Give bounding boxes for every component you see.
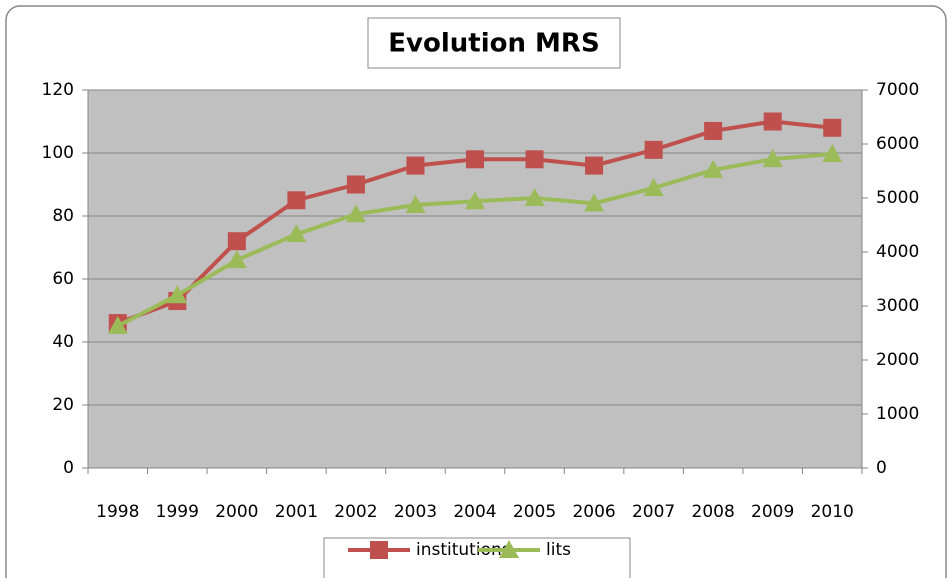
x-tick-label: 2002 <box>334 502 377 522</box>
data-point <box>762 149 783 168</box>
x-tick-label: 2006 <box>572 502 615 522</box>
x-tick-label: 2004 <box>453 502 496 522</box>
x-tick-label: 1999 <box>156 502 199 522</box>
y-tick-label: 120 <box>42 80 74 100</box>
x-tick-label: 2010 <box>811 502 854 522</box>
title-box <box>367 17 621 69</box>
data-point <box>525 150 544 169</box>
data-point <box>822 143 843 162</box>
x-tick-label: 2001 <box>275 502 318 522</box>
data-point <box>763 112 782 131</box>
data-point <box>644 140 663 159</box>
data-point <box>406 156 425 175</box>
y2-tick-label: 7000 <box>876 80 919 100</box>
y2-tick-label: 3000 <box>876 296 919 316</box>
y2-tick-label: 0 <box>876 458 887 478</box>
data-point <box>524 188 545 206</box>
y2-tick-label: 6000 <box>876 134 919 154</box>
legend-label: lits <box>546 540 571 560</box>
y-tick-label: 100 <box>42 143 74 163</box>
data-point <box>346 175 365 194</box>
data-point <box>107 315 128 334</box>
data-point <box>227 232 246 251</box>
data-point <box>703 159 724 178</box>
legend-marker <box>499 540 519 558</box>
x-tick-label: 2007 <box>632 502 675 522</box>
y2-tick-label: 5000 <box>876 188 919 208</box>
x-tick-label: 2009 <box>751 502 794 522</box>
data-point <box>405 195 426 214</box>
y2-tick-label: 2000 <box>876 350 919 370</box>
y-tick-label: 0 <box>63 458 74 478</box>
data-point <box>286 224 307 243</box>
x-tick-label: 2000 <box>215 502 258 522</box>
y2-tick-label: 1000 <box>876 404 919 424</box>
legend-label: institutions <box>416 540 511 560</box>
data-point <box>167 285 188 304</box>
y2-tick-label: 4000 <box>876 242 919 262</box>
y-tick-label: 80 <box>52 206 74 226</box>
data-point <box>585 156 604 175</box>
data-point <box>823 118 842 137</box>
data-point <box>465 191 485 210</box>
chart-title: Evolution MRS <box>388 29 599 59</box>
data-point <box>584 193 605 212</box>
x-tick-label: 2003 <box>394 502 437 522</box>
x-tick-label: 2005 <box>513 502 556 522</box>
y-tick-label: 20 <box>52 395 74 415</box>
data-point <box>466 150 484 169</box>
y-tick-label: 60 <box>52 269 74 289</box>
x-tick-label: 2008 <box>692 502 735 522</box>
legend-marker <box>370 541 388 559</box>
data-point <box>226 250 247 269</box>
data-point <box>345 204 366 223</box>
y-tick-label: 40 <box>52 332 74 352</box>
data-point <box>704 121 723 140</box>
data-point <box>643 178 664 197</box>
data-point <box>287 191 306 210</box>
x-tick-label: 1998 <box>96 502 139 522</box>
